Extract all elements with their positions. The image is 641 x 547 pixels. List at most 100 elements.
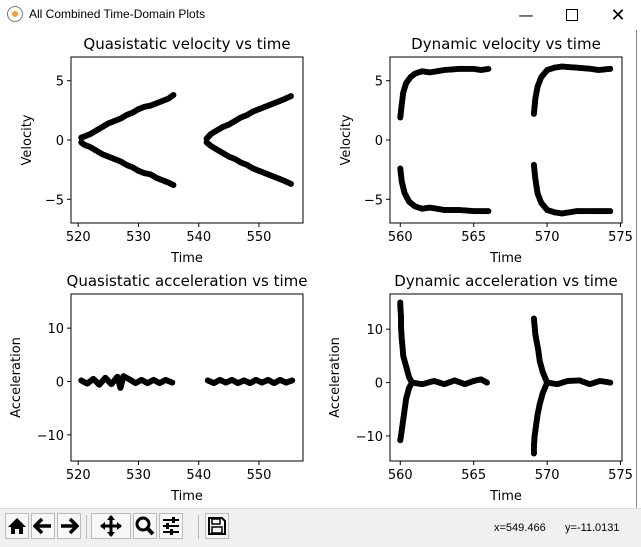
x-tick-label: 530: [126, 468, 151, 483]
x-axis-label: Time: [170, 489, 203, 504]
pan-button[interactable]: [91, 513, 131, 539]
subplot-title: Quasistatic acceleration vs time: [67, 272, 308, 290]
series-4: [530, 315, 551, 386]
x-axis-label: Time: [489, 489, 522, 504]
series-4: [203, 139, 294, 187]
x-tick-label: 560: [388, 468, 413, 483]
x-tick-label: 550: [247, 230, 272, 245]
scatter-points: [397, 299, 614, 457]
close-icon: ✕: [610, 4, 626, 26]
save-button[interactable]: [205, 513, 229, 539]
toolbar-separator: [198, 515, 199, 539]
subplot-title: Dynamic velocity vs time: [411, 35, 601, 53]
x-tick-label: 520: [66, 468, 91, 483]
y-axis-label: Velocity: [339, 114, 354, 165]
scatter-points: [397, 63, 614, 217]
title-bar: All Combined Time-Domain Plots — ✕: [0, 0, 641, 30]
save-floppy-icon: [208, 517, 226, 535]
forward-arrow-icon: [61, 517, 79, 535]
data-point: [170, 182, 177, 189]
window-title: All Combined Time-Domain Plots: [29, 7, 206, 21]
x-axis-label: Time: [170, 251, 203, 266]
y-tick-label: 0: [375, 134, 383, 149]
home-icon: [8, 518, 26, 534]
x-tick-label: 575: [608, 230, 633, 245]
app-icon: [7, 6, 23, 22]
series-1: [397, 65, 492, 121]
maximize-icon: [566, 9, 578, 21]
cursor-x-readout: x=549.466: [494, 522, 546, 534]
axes-frame: [70, 293, 304, 462]
minimize-button[interactable]: —: [503, 0, 549, 30]
zoom-button[interactable]: [133, 513, 157, 539]
configure-subplots-button[interactable]: [159, 513, 183, 539]
data-point: [607, 65, 614, 72]
data-point: [607, 379, 614, 386]
series-2: [397, 165, 492, 215]
subplot-4: 560 565 570 575 −10 0 10 Dynamic acceleration v…: [328, 272, 633, 504]
series-6: [544, 377, 614, 388]
x-tick-label: 540: [186, 468, 211, 483]
series-4: [530, 161, 614, 217]
series-1: [78, 91, 177, 141]
plot-area: [390, 294, 622, 461]
y-tick-label: 0: [56, 134, 64, 149]
home-button[interactable]: [5, 513, 29, 539]
data-point: [483, 379, 490, 386]
figure-canvas: 520 530 540 550 −5 0 5 Quasistatic velocity vs …: [9, 35, 633, 504]
y-tick-label: −10: [37, 429, 64, 444]
close-button[interactable]: ✕: [595, 0, 641, 30]
scatter-points: [78, 91, 294, 189]
plot-area: [71, 57, 303, 223]
data-point: [287, 180, 294, 187]
zoom-magnifier-icon: [135, 516, 155, 536]
scatter-points: [78, 373, 296, 391]
x-tick-label: 560: [388, 230, 413, 245]
forward-button[interactable]: [57, 513, 81, 539]
toolbar-separator: [86, 515, 87, 539]
subplot-3: 520 530 540 550 −10 0 10 Quasistatic accelerati…: [9, 272, 307, 504]
y-axis-label: Velocity: [20, 114, 35, 165]
x-tick-label: 570: [535, 468, 560, 483]
pan-icon: [100, 515, 122, 537]
y-tick-label: 10: [366, 323, 383, 338]
series-3: [203, 93, 294, 142]
subplot-1: 520 530 540 550 −5 0 5 Quasistatic velocity vs …: [20, 35, 304, 266]
data-point: [485, 208, 492, 215]
data-point: [170, 91, 177, 98]
data-point: [289, 377, 296, 384]
minimize-icon: —: [518, 6, 534, 24]
x-tick-label: 540: [186, 230, 211, 245]
x-axis-label: Time: [489, 251, 522, 266]
plot-area: [71, 294, 303, 461]
y-tick-label: 0: [56, 376, 64, 391]
data-point: [169, 379, 176, 386]
x-tick-label: 570: [535, 230, 560, 245]
x-tick-label: 530: [126, 230, 151, 245]
x-tick-label: 520: [66, 230, 91, 245]
cursor-y-readout: y=-11.0131: [565, 522, 620, 534]
subplot-2: 560 565 570 575 −5 0 5 Dynamic velocity vs time…: [339, 35, 633, 266]
y-tick-label: 5: [56, 75, 64, 90]
data-point: [607, 208, 614, 215]
series-2: [204, 376, 296, 387]
y-axis-label: Acceleration: [328, 337, 343, 418]
y-tick-label: −5: [45, 193, 64, 208]
y-tick-label: 0: [375, 377, 383, 392]
x-tick-label: 550: [247, 468, 272, 483]
subplot-title: Quasistatic velocity vs time: [83, 35, 290, 53]
series-2: [397, 379, 416, 444]
series-3: [409, 376, 490, 388]
back-arrow-icon: [33, 517, 51, 535]
series-5: [530, 379, 551, 457]
back-button[interactable]: [31, 513, 55, 539]
series-2: [78, 139, 177, 189]
window-edge: [636, 30, 637, 508]
y-axis-label: Acceleration: [9, 337, 24, 418]
y-tick-label: −10: [356, 430, 383, 445]
maximize-button[interactable]: [549, 0, 595, 30]
x-tick-label: 565: [461, 468, 486, 483]
data-point: [485, 65, 492, 72]
navigation-toolbar: x=549.466 y=-11.0131: [0, 508, 641, 547]
y-tick-label: 10: [47, 322, 64, 337]
